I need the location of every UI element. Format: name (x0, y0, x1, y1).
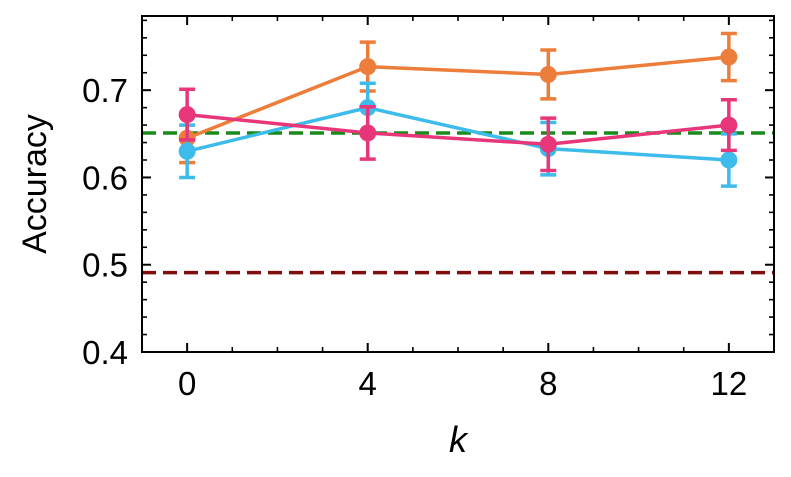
y-tick-label: 0.5 (82, 247, 128, 284)
series-3 (178, 87, 738, 173)
series-3-point (539, 135, 557, 153)
y-tick-label: 0.6 (82, 159, 128, 196)
series-3-line (186, 112, 730, 147)
series-2-point (720, 151, 738, 169)
plot-frame (141, 15, 775, 353)
series-1-point (539, 65, 557, 83)
reference-lines (142, 131, 774, 275)
series-1-point (359, 58, 377, 76)
series-1-point (720, 48, 738, 66)
x-tick-label: 8 (539, 365, 557, 402)
series-2-point (178, 142, 196, 160)
x-tick-label: 12 (710, 365, 747, 402)
x-axis-label: k (449, 419, 469, 460)
ticks: 0 4 8 12 0.4 0.5 0.6 0.7 (82, 16, 775, 402)
series-3-point (359, 124, 377, 142)
y-tick-label: 0.7 (82, 72, 128, 109)
series-1 (178, 31, 738, 165)
series-3-point (178, 106, 196, 124)
series-layer (178, 31, 738, 188)
y-axis-label: Accuracy (16, 114, 54, 254)
series-1-line (186, 55, 730, 140)
series-3-point (720, 116, 738, 134)
y-tick-label: 0.4 (82, 334, 128, 371)
x-tick-label: 0 (178, 365, 196, 402)
series-2-line (186, 105, 729, 162)
x-tick-label: 4 (359, 365, 377, 402)
